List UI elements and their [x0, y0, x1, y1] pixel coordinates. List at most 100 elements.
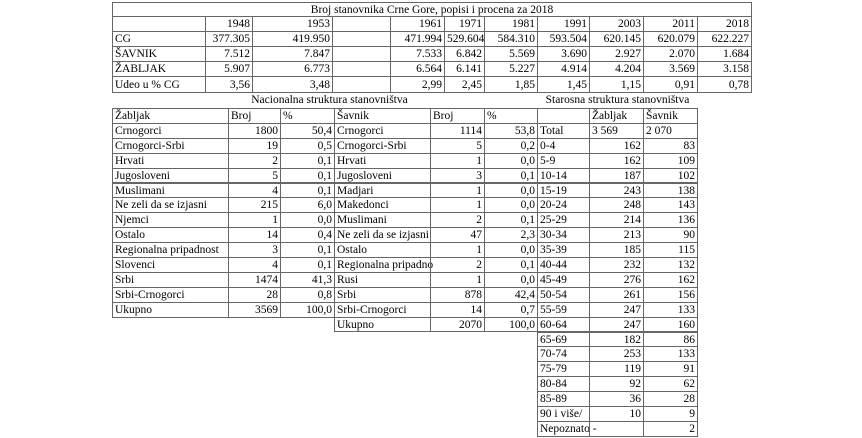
population-value: 0,91 — [643, 76, 698, 93]
national-value: 14 — [228, 227, 281, 244]
year-header: 2011 — [643, 16, 698, 32]
population-value: 5.569 — [484, 46, 538, 62]
section-title: Starosna struktura stanovništva — [545, 94, 690, 106]
age-value: 253 — [589, 346, 644, 363]
table-title: Broj stanovnika Crne Gore, popisi i proc… — [112, 2, 752, 17]
national-value: 0,1 — [280, 152, 335, 169]
age-group: 45-49 — [537, 271, 590, 288]
age-value: 182 — [589, 331, 644, 348]
age-value: 9 — [643, 406, 698, 422]
age-value: 115 — [643, 242, 698, 258]
nationality: Ukupno — [334, 316, 431, 333]
year-header: 1981 — [484, 16, 538, 32]
age-value: 86 — [643, 331, 698, 348]
age-value: 248 — [589, 197, 644, 214]
age-group: 20-24 — [537, 197, 590, 214]
population-value: 622.227 — [697, 31, 752, 47]
national-value: 2 — [430, 257, 485, 273]
national-value: 0,1 — [280, 257, 335, 273]
nationality: Ostalo — [334, 242, 431, 258]
age-value: 133 — [643, 346, 698, 363]
nationality: Srbi-Crnogorci — [334, 301, 431, 318]
population-value: 6.842 — [444, 46, 485, 62]
column-header: Broj — [228, 108, 281, 124]
age-group: 70-74 — [537, 346, 590, 363]
blank-column — [332, 31, 391, 47]
age-group: 5-9 — [537, 152, 590, 169]
population-value: 419.950 — [252, 31, 333, 47]
row-label: ŽABLJAK — [112, 61, 206, 77]
national-value: 53,8 — [484, 122, 538, 139]
age-group: 25-29 — [537, 212, 590, 229]
population-value: 0,78 — [697, 76, 752, 93]
national-value: 1474 — [228, 271, 281, 288]
national-value: 0,1 — [280, 242, 335, 258]
age-group: Nepoznato - — [537, 420, 597, 437]
nationality: Ne zeli da se izjasni — [112, 197, 229, 214]
nationality: Srbi-Crnogorci — [112, 286, 229, 303]
national-value: 0,0 — [484, 152, 538, 169]
population-value: 2.927 — [589, 46, 644, 62]
column-header: Šavnik — [643, 108, 698, 124]
population-value: 1,45 — [537, 76, 590, 93]
age-value: 162 — [643, 271, 698, 288]
age-group: 30-34 — [537, 227, 590, 244]
age-group: 15-19 — [537, 182, 590, 199]
population-value: 2,99 — [390, 76, 445, 93]
age-value: 133 — [643, 301, 698, 318]
population-value: 620.145 — [589, 31, 644, 47]
year-header: 1948 — [205, 16, 253, 32]
age-value: 136 — [643, 212, 698, 229]
nationality: Rusi — [334, 271, 431, 288]
nationality: Srbi — [112, 271, 229, 288]
nationality: Crnogorci — [334, 122, 431, 139]
column-header: Žabljak — [589, 108, 644, 124]
national-value: 0,0 — [484, 182, 538, 199]
national-value: 1 — [430, 182, 485, 199]
age-value: 92 — [589, 376, 644, 393]
national-value: 2 — [430, 212, 485, 229]
age-group: 50-54 — [537, 286, 590, 303]
age-value: 109 — [643, 152, 698, 169]
section-title: Nacionalna struktura stanovništva — [251, 94, 408, 106]
age-value: 3 569 — [589, 122, 644, 139]
age-value: 247 — [589, 301, 644, 318]
age-value: 10 — [589, 406, 644, 422]
age-value: 62 — [643, 376, 698, 393]
age-value: 156 — [643, 286, 698, 303]
nationality: Madjari — [334, 182, 431, 199]
national-value: 0,1 — [280, 167, 335, 184]
age-value: 2 070 — [643, 122, 698, 139]
nationality: Ukupno — [112, 301, 229, 318]
age-group: 55-59 — [537, 301, 590, 318]
national-value: 3569 — [228, 301, 281, 318]
nationality: Srbi — [334, 286, 431, 303]
national-value: 3 — [228, 242, 281, 258]
age-group: 10-14 — [537, 167, 590, 184]
nationality: Ne zeli da se izjasni — [334, 227, 431, 244]
national-value: 0,8 — [280, 286, 335, 303]
year-header: 1961 — [390, 16, 445, 32]
national-value: 1 — [430, 242, 485, 258]
blank-column — [332, 46, 391, 62]
age-value: 102 — [643, 167, 698, 184]
column-header: Broj — [430, 108, 485, 124]
age-value: 119 — [589, 361, 644, 378]
national-value: 50,4 — [280, 122, 335, 139]
national-value: 47 — [430, 227, 485, 244]
population-value: 1,15 — [589, 76, 644, 93]
national-value: 0,1 — [484, 257, 538, 273]
national-value: 2 — [228, 152, 281, 169]
blank-column — [332, 16, 391, 32]
age-value: 160 — [643, 316, 698, 333]
year-header: 1991 — [537, 16, 590, 32]
age-value: 28 — [643, 391, 698, 407]
age-value: 247 — [589, 316, 644, 333]
header-blank — [537, 108, 590, 124]
column-header: % — [484, 108, 538, 124]
population-value: 7.533 — [390, 46, 445, 62]
national-value: 2070 — [430, 316, 485, 333]
national-value: 14 — [430, 301, 485, 318]
age-group: 60-64 — [537, 316, 590, 333]
blank-column — [332, 61, 391, 77]
